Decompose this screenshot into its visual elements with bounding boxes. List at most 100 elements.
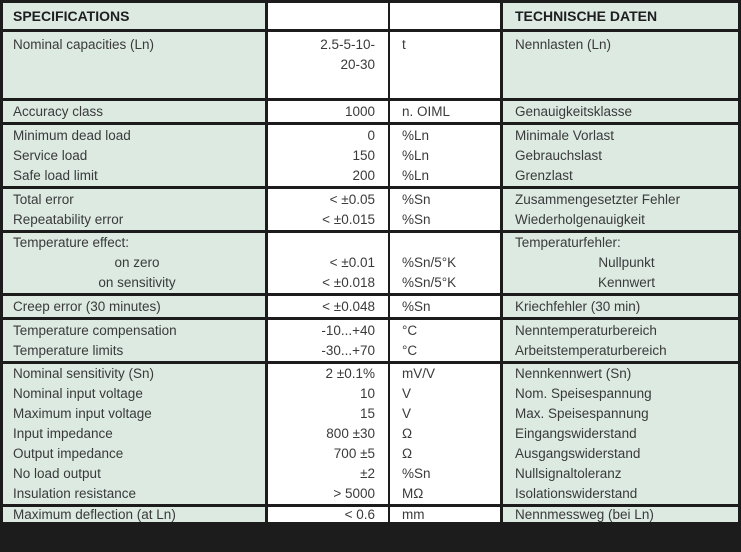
spec-row: Creep error (30 minutes) < ±0.048 %Sn Kriec… (3, 293, 738, 317)
spec-label-en-line: No load output (13, 466, 101, 481)
spec-row: Minimum dead load Service load Safe load l… (3, 122, 738, 186)
spec-label-en-line: Safe load limit (13, 167, 98, 183)
spec-label-en-cell: Maximum deflection (at Ln) (3, 507, 265, 522)
table-body: Nominal capacities (Ln) 2.5-5-10- 20-30 t Ne… (3, 29, 738, 522)
spec-value-line: < ±0.01 (329, 255, 375, 270)
spec-label-de-line: Nennlasten (Ln) (515, 37, 612, 52)
spec-unit-line: %Ln (402, 167, 430, 183)
spec-row: Total error Repeatability error < ±0.05 < ±… (3, 186, 738, 230)
header-specifications: SPECIFICATIONS (3, 3, 265, 29)
spec-label-de-cell: Zusammengesetzter Fehler Wiederholgenauig… (500, 189, 738, 230)
spec-label-en-line: Temperature effect: (13, 235, 130, 250)
spec-row: Nominal sensitivity (Sn) Nominal input vo… (3, 361, 738, 504)
spec-label-de-line: Nullsignaltoleranz (515, 466, 622, 481)
spec-value-line: -10...+40 (321, 322, 375, 338)
spec-value-line: 200 (352, 167, 375, 183)
spec-value-cell: -10...+40 -30...+70 (265, 320, 388, 361)
spec-value-line: < ±0.018 (322, 275, 375, 290)
spec-row: Temperature compensation Temperature limi… (3, 317, 738, 361)
spec-value-line: -30...+70 (321, 342, 375, 358)
spec-unit-line: Ω (402, 426, 413, 441)
spec-label-de-cell: Nennlasten (Ln) (500, 32, 738, 98)
spec-unit-line: %Ln (402, 127, 430, 143)
spec-label-de-line: Nennmessweg (bei Ln) (515, 507, 654, 522)
spec-unit-line: %Sn/5°K (402, 275, 457, 290)
spec-unit-line: Ω (402, 446, 413, 461)
spec-label-en-line: Total error (13, 191, 74, 207)
spec-row: Temperature effect: on zero on sensitivity… (3, 230, 738, 293)
spec-label-de-line: Kennwert (597, 275, 656, 290)
spec-value-line: < ±0.048 (322, 298, 375, 314)
spec-unit-cell: %Ln %Ln %Ln (388, 125, 500, 186)
spec-label-de-line: Ausgangswiderstand (515, 446, 641, 461)
spec-label-en-line: on sensitivity (98, 275, 176, 290)
spec-value-line: 10 (359, 386, 375, 401)
spec-label-de-line: Nom. Speisespannung (515, 386, 652, 401)
spec-label-de-line: Max. Speisespannung (515, 406, 649, 421)
spec-unit-line: n. OIML (402, 103, 451, 119)
spec-value-cell: < ±0.05 < ±0.015 (265, 189, 388, 230)
spec-value-cell: 2 ±0.1% 10 15 800 ±30 700 ±5 ±2 > 5000 (265, 364, 388, 504)
spec-value-line: < ±0.015 (322, 211, 375, 227)
spec-label-de-line: Nullpunkt (598, 255, 655, 270)
spec-label-de-cell: Minimale Vorlast Gebrauchslast Grenzlast (500, 125, 738, 186)
spec-label-en-line: Nominal capacities (Ln) (13, 37, 155, 52)
header-technische-daten: TECHNISCHE DATEN (500, 3, 738, 29)
spec-label-en-line: Maximum input voltage (13, 406, 152, 421)
spec-label-en-line: Accuracy class (13, 103, 104, 119)
spec-unit-cell: %Sn (388, 296, 500, 317)
spec-unit-line: V (402, 386, 412, 401)
spec-value-line: < 0.6 (344, 507, 375, 522)
spec-row: Nominal capacities (Ln) 2.5-5-10- 20-30 t Ne… (3, 29, 738, 98)
spec-label-en-cell: Minimum dead load Service load Safe load l… (3, 125, 265, 186)
spec-value-cell: 0 150 200 (265, 125, 388, 186)
spec-value-line: 2.5-5-10- (320, 37, 375, 52)
spec-label-en-line: Maximum deflection (at Ln) (13, 507, 176, 522)
spec-label-de-line: Genauigkeitsklasse (515, 103, 633, 119)
header-technische-daten-label: TECHNISCHE DATEN (515, 8, 658, 24)
spec-unit-line: %Sn (402, 211, 431, 227)
spec-label-de-line: Grenzlast (515, 167, 573, 183)
spec-unit-cell: mm (388, 507, 500, 522)
spec-label-de-line: Kriechfehler (30 min) (515, 298, 641, 314)
spec-unit-line: °C (402, 322, 418, 338)
spec-row: Accuracy class 1000 n. OIML Genauigkeitskla… (3, 98, 738, 122)
spec-label-de-line: Zusammengesetzter Fehler (515, 191, 681, 207)
spec-label-en-line: Service load (13, 147, 88, 163)
spec-value-cell: < 0.6 (265, 507, 388, 522)
spec-value-cell: 1000 (265, 101, 388, 122)
spec-label-en-cell: Temperature compensation Temperature limi… (3, 320, 265, 361)
spec-unit-line: %Sn/5°K (402, 255, 457, 270)
spec-label-en-cell: Accuracy class (3, 101, 265, 122)
spec-unit-cell: %Sn %Sn (388, 189, 500, 230)
spec-label-de-cell: Nennmessweg (bei Ln) (500, 507, 738, 522)
spec-label-en-line: Output impedance (13, 446, 124, 461)
spec-value-line: 20-30 (340, 57, 375, 72)
spec-value-line: 2 ±0.1% (325, 366, 375, 381)
spec-unit-line (402, 233, 500, 253)
spec-label-de-line: Eingangswiderstand (515, 426, 637, 441)
spec-label-de-line: Arbeitstemperaturbereich (515, 342, 667, 358)
spec-value-line: 150 (352, 147, 375, 163)
spec-label-de-line: Minimale Vorlast (515, 127, 615, 143)
spec-value-line: 700 ±5 (333, 446, 375, 461)
spec-label-en-line: Nominal sensitivity (Sn) (13, 366, 155, 381)
spec-value-cell: 2.5-5-10- 20-30 (265, 32, 388, 98)
table-header-row: SPECIFICATIONS TECHNISCHE DATEN (3, 3, 738, 29)
spec-label-en-cell: Nominal sensitivity (Sn) Nominal input vo… (3, 364, 265, 504)
spec-unit-cell: n. OIML (388, 101, 500, 122)
spec-value-line: 0 (367, 127, 375, 143)
spec-value-line: 800 ±30 (326, 426, 375, 441)
spec-label-en-line: Temperature limits (13, 342, 124, 358)
spec-label-de-cell: Temperaturfehler: Nullpunkt Kennwert (500, 233, 738, 293)
spec-unit-line: t (402, 37, 406, 52)
spec-label-de-cell: Genauigkeitsklasse (500, 101, 738, 122)
spec-unit-line: %Sn (402, 191, 431, 207)
spec-value-line: 1000 (344, 103, 375, 119)
spec-label-de-line: Nennkennwert (Sn) (515, 366, 632, 381)
spec-label-de-cell: Nenntemperaturbereich Arbeitstemperaturbe… (500, 320, 738, 361)
spec-label-de-line: Gebrauchslast (515, 147, 603, 163)
spec-label-en-line: Insulation resistance (13, 486, 137, 501)
spec-unit-line: %Sn (402, 298, 431, 314)
